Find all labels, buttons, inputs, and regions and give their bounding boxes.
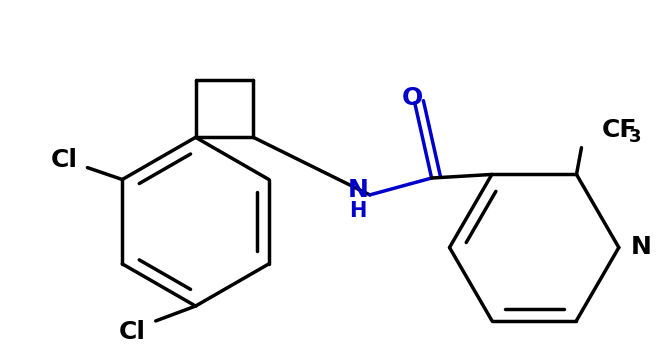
Text: O: O — [402, 86, 424, 110]
Text: N: N — [631, 236, 652, 260]
Text: Cl: Cl — [51, 148, 77, 172]
Text: CF: CF — [601, 118, 637, 142]
Text: N: N — [347, 178, 368, 202]
Text: 3: 3 — [629, 128, 642, 146]
Text: Cl: Cl — [119, 320, 146, 344]
Text: H: H — [349, 201, 367, 221]
